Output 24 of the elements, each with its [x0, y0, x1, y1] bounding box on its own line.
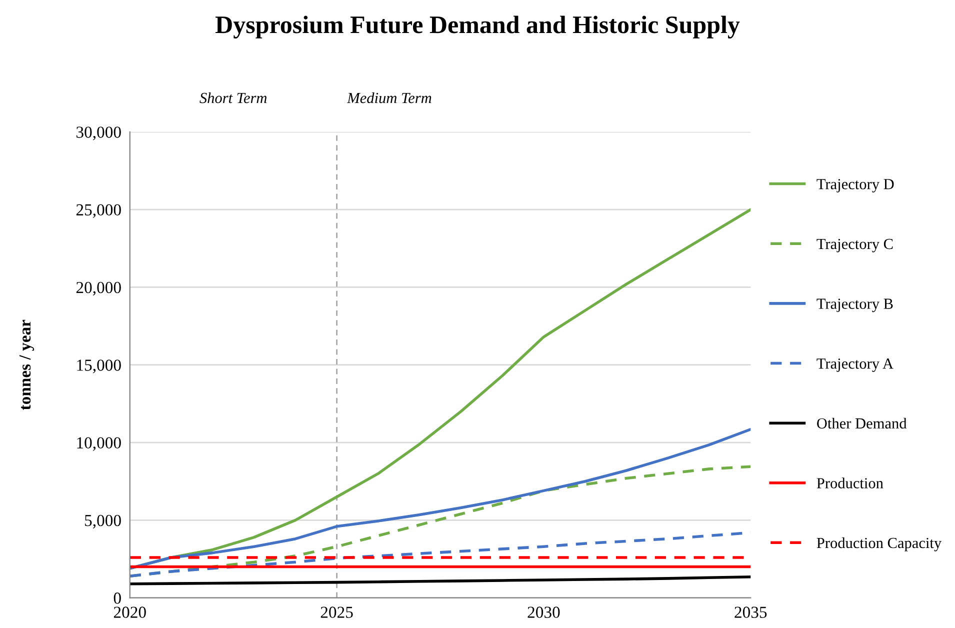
line-series: [130, 575, 751, 586]
chart-title: Dysprosium Future Demand and Historic Supply: [216, 16, 740, 38]
y-tick-label: 5,000: [85, 514, 121, 529]
y-tick-label: 20,000: [76, 282, 121, 296]
line-series: [130, 428, 751, 570]
x-tick-label: 2020: [114, 606, 146, 618]
legend-label: Production: [816, 478, 884, 488]
legend-label: Other Demand: [817, 418, 907, 429]
text: Medium Term: [346, 92, 432, 104]
y-tick-label: 15,000: [77, 360, 121, 374]
legend-label: Trajectory D: [816, 179, 894, 192]
y-tick-label: 30,000: [76, 126, 121, 140]
y-tick-label: 10,000: [77, 437, 121, 451]
legend-label: Trajectory B: [816, 298, 893, 312]
x-tick-label: 2025: [320, 606, 353, 618]
text: Short Term: [200, 92, 267, 104]
legend-label: Trajectory A: [816, 358, 894, 372]
legend-label: Production Capacity: [816, 537, 942, 552]
x-tick-label: 2030: [528, 606, 560, 618]
y-axis-title: tonnes / year: [19, 320, 34, 410]
y-tick-label: 0: [114, 592, 121, 604]
legend-label: Trajectory C: [816, 238, 893, 252]
x-tick-label: 2035: [734, 606, 767, 618]
y-tick-label: 25,000: [76, 204, 121, 218]
